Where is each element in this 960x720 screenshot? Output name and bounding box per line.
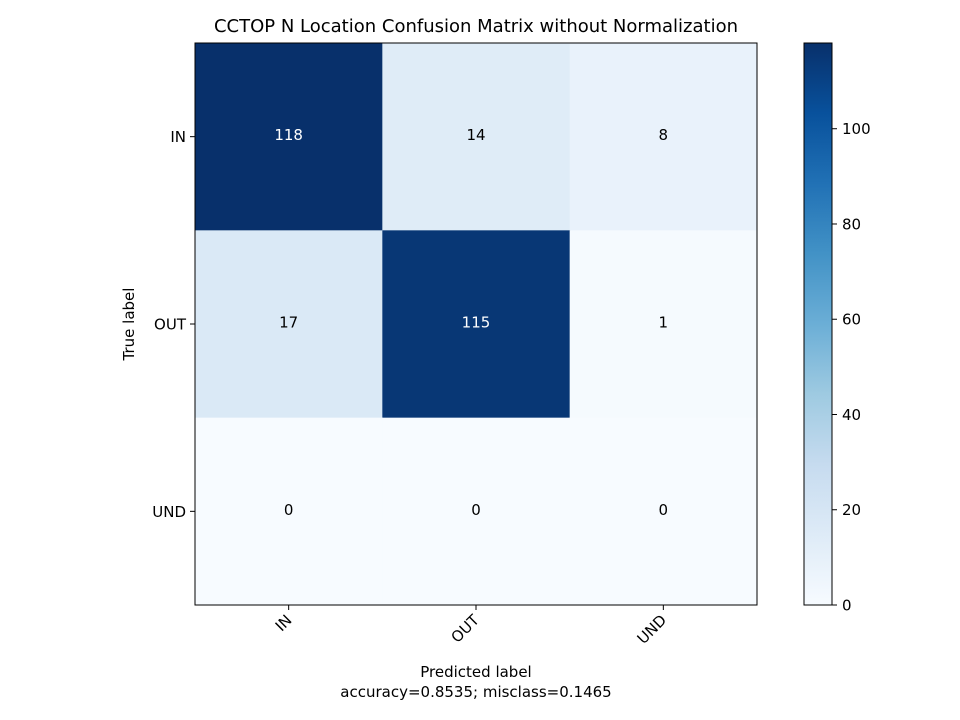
colorbar-ticks: 0 20 40 60 80 100 xyxy=(832,120,871,615)
colorbar-tick-label: 60 xyxy=(842,311,861,329)
y-tick-label: OUT xyxy=(154,316,187,334)
y-axis-label: True label xyxy=(120,288,138,362)
y-tick-label: UND xyxy=(152,503,186,521)
heatmap-cell xyxy=(382,43,571,231)
cell-value-label: 0 xyxy=(284,501,294,519)
heatmap-cell xyxy=(195,417,383,606)
heatmap-cell xyxy=(569,417,758,606)
cell-value-label: 0 xyxy=(471,501,481,519)
colorbar-frame xyxy=(803,42,833,606)
cell-value-label: 17 xyxy=(279,314,298,332)
x-tick-label: UND xyxy=(634,611,671,648)
chart-title: CCTOP N Location Confusion Matrix withou… xyxy=(214,16,738,37)
colorbar xyxy=(804,43,832,605)
y-tick-label: IN xyxy=(170,128,186,146)
y-axis-ticks: IN OUT UND xyxy=(152,128,195,521)
colorbar-tick-label: 20 xyxy=(842,501,861,519)
heatmap-cell xyxy=(382,230,571,419)
colorbar-tick-label: 100 xyxy=(842,120,871,138)
heatmap-cell xyxy=(569,43,758,231)
x-tick-label: OUT xyxy=(448,611,484,647)
heatmap-cell xyxy=(569,230,758,419)
cell-value-label: 118 xyxy=(274,126,303,144)
x-axis-label: Predicted label xyxy=(420,663,531,681)
x-axis-ticks: IN OUT UND xyxy=(272,605,670,648)
cell-value-label: 1 xyxy=(659,314,669,332)
x-tick-label: IN xyxy=(272,611,296,635)
cell-value-labels: 118 14 8 17 115 1 0 0 0 xyxy=(274,126,668,519)
colorbar-tick-label: 40 xyxy=(842,406,861,424)
colorbar-tick-label: 80 xyxy=(842,215,861,233)
cell-value-label: 8 xyxy=(659,126,669,144)
heatmap-cell xyxy=(195,230,383,419)
heatmap-cell xyxy=(382,417,571,606)
colorbar-tick-label: 0 xyxy=(842,597,852,615)
heatmap-cells xyxy=(195,43,758,606)
cell-value-label: 115 xyxy=(462,314,491,332)
cell-value-label: 14 xyxy=(466,126,485,144)
cell-value-label: 0 xyxy=(659,501,669,519)
heatmap-cell xyxy=(195,43,383,231)
x-axis-sublabel: accuracy=0.8535; misclass=0.1465 xyxy=(340,683,611,701)
